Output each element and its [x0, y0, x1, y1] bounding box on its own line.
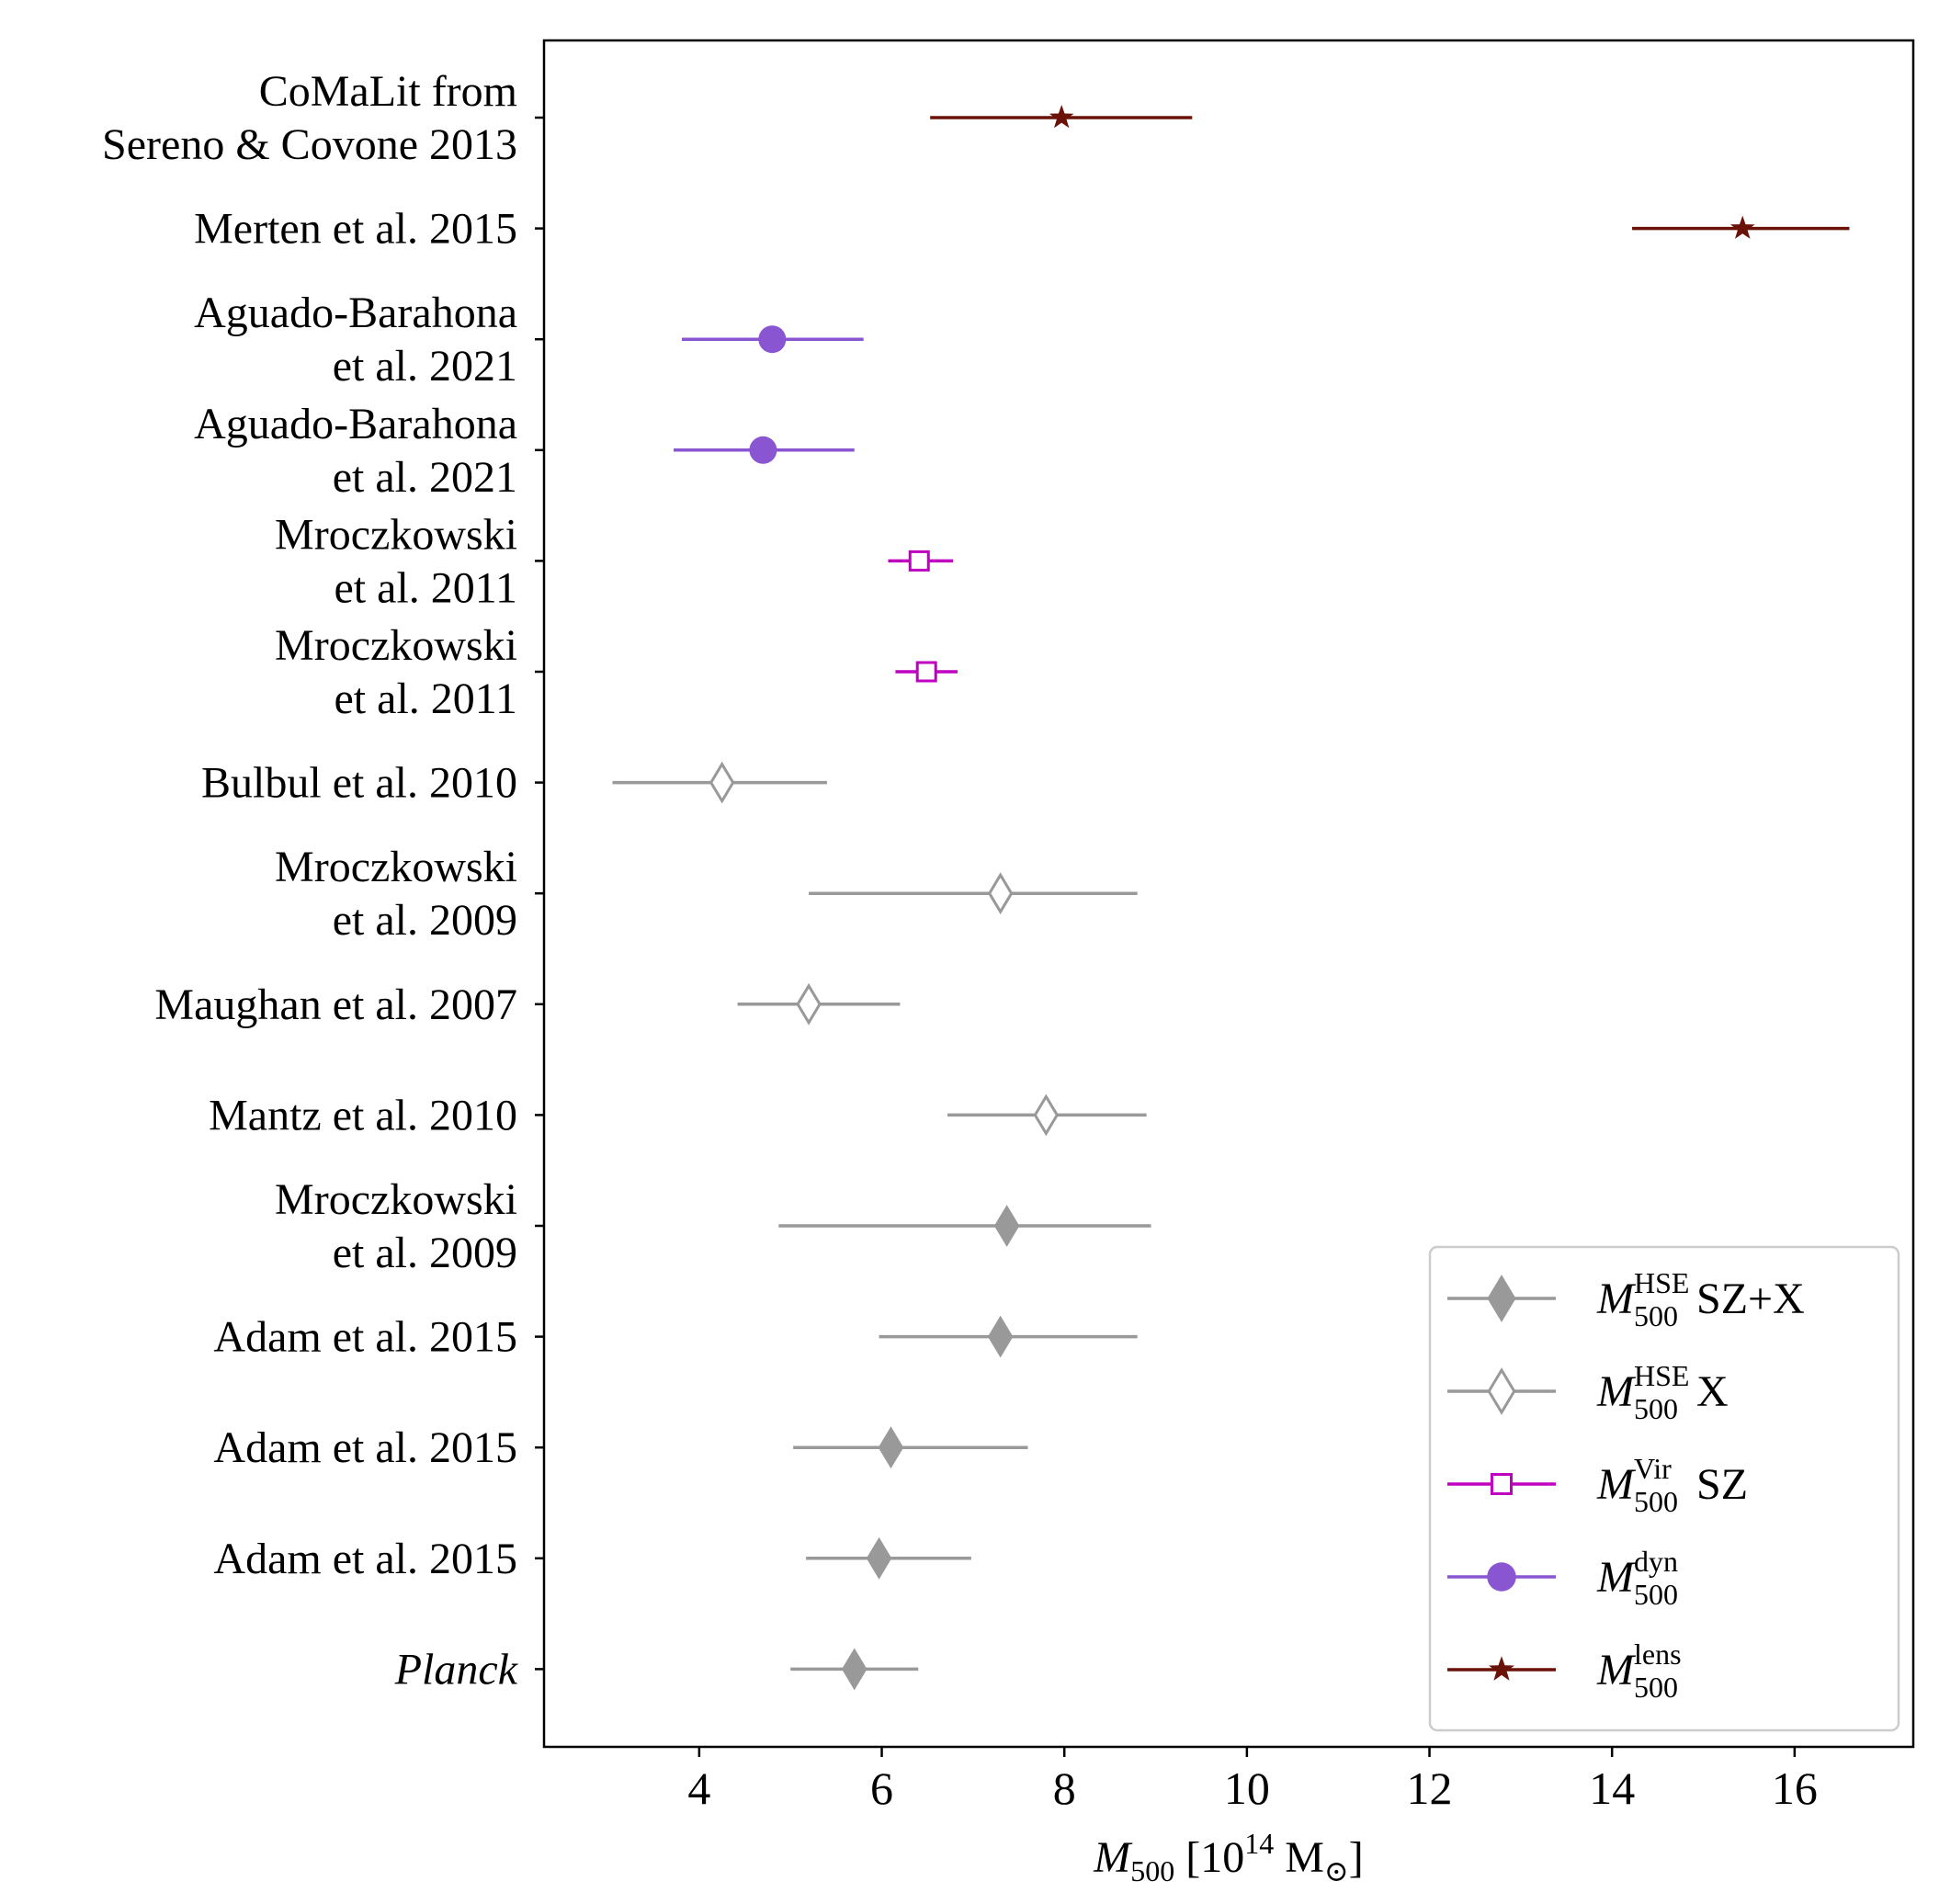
- y-tick-label: Aguado-Barahona: [194, 289, 517, 337]
- x-tick-label: 14: [1589, 1762, 1635, 1814]
- data-row: Mroczkowski et al. 2009: [275, 843, 1138, 945]
- data-point-marker: [993, 1205, 1020, 1247]
- data-point-marker: [796, 982, 822, 1026]
- data-row: Mroczkowski et al. 2009: [275, 1175, 1151, 1277]
- data-row: Adam et al. 2015: [213, 1535, 971, 1583]
- x-tick-label: 16: [1772, 1762, 1818, 1814]
- y-tick-label: Planck: [394, 1645, 519, 1694]
- data-row: Maughan et al. 2007: [154, 980, 901, 1029]
- legend-label: MHSE 500 X: [1596, 1359, 1729, 1425]
- data-point-marker: [749, 436, 777, 464]
- data-row: Adam et al. 2015: [213, 1423, 1028, 1472]
- legend-label: MVir 500 SZ: [1596, 1452, 1748, 1518]
- y-tick-label: Mantz et al. 2010: [209, 1091, 517, 1139]
- data-point-marker: [878, 1426, 904, 1469]
- y-tick-label: CoMaLit from: [259, 67, 517, 116]
- data-row: Aguado-Barahona et al. 2021: [194, 400, 855, 502]
- data-point-marker: [709, 761, 735, 804]
- y-tick-label: et al. 2021: [333, 342, 517, 391]
- legend-entry: MVir 500 SZ: [1447, 1452, 1748, 1518]
- x-tick-label: 8: [1053, 1762, 1076, 1814]
- y-tick-label: et al. 2009: [333, 1229, 517, 1277]
- y-tick-label: Adam et al. 2015: [213, 1423, 517, 1472]
- y-tick-label: Merten et al. 2015: [194, 205, 517, 254]
- data-row: Bulbul et al. 2010: [201, 759, 827, 808]
- y-tick-label: et al. 2011: [335, 674, 518, 723]
- y-tick-label: Mroczkowski: [275, 1175, 517, 1224]
- y-tick-label: Mroczkowski: [275, 843, 517, 891]
- data-row: Mantz et al. 2010: [209, 1091, 1147, 1139]
- y-tick-label: Maughan et al. 2007: [154, 980, 517, 1029]
- x-tick-label: 10: [1224, 1762, 1270, 1814]
- data-point-marker: [987, 872, 1014, 915]
- data-point-marker: [1049, 105, 1074, 129]
- data-point-marker: [908, 550, 930, 572]
- legend-entry: Mdyn 500: [1447, 1545, 1678, 1611]
- x-tick-label: 4: [687, 1762, 710, 1814]
- y-tick-label: Adam et al. 2015: [213, 1535, 517, 1583]
- legend-entry: MHSE 500 SZ+X: [1447, 1266, 1805, 1332]
- y-tick-label: Bulbul et al. 2010: [201, 759, 517, 808]
- y-tick-label: et al. 2011: [335, 563, 518, 612]
- x-axis-label: M500 [1014 M⊙]: [1093, 1827, 1363, 1887]
- legend-entry: Mlens 500: [1447, 1638, 1682, 1704]
- legend-label: Mlens 500: [1596, 1638, 1682, 1704]
- data-row: Planck: [394, 1645, 919, 1694]
- legend: MHSE 500 SZ+X MHSE 500 X MVir 500 SZ Mdyn 500 Mlens…: [1428, 1245, 1900, 1732]
- legend-label: MHSE 500 SZ+X: [1596, 1266, 1805, 1332]
- data-point-marker: [1033, 1094, 1060, 1137]
- y-tick-label: Mroczkowski: [275, 510, 517, 559]
- y-tick-label: et al. 2009: [333, 896, 517, 945]
- data-point-marker: [987, 1315, 1014, 1358]
- data-row: Aguado-Barahona et al. 2021: [194, 289, 864, 391]
- data-row: Adam et al. 2015: [213, 1313, 1138, 1362]
- x-tick-label: 6: [870, 1762, 893, 1814]
- y-tick-label: Mroczkowski: [275, 621, 517, 670]
- y-tick-label: Aguado-Barahona: [194, 400, 517, 448]
- y-tick-label: Adam et al. 2015: [213, 1313, 517, 1362]
- data-point-marker: [915, 661, 937, 683]
- y-tick-label: et al. 2021: [333, 453, 517, 502]
- data-point-marker: [866, 1536, 892, 1580]
- data-row: Merten et al. 2015: [194, 205, 1850, 254]
- legend-label: Mdyn 500: [1596, 1545, 1678, 1611]
- y-tick-label: Sereno & Covone 2013: [102, 120, 517, 169]
- data-point-marker: [1729, 215, 1755, 239]
- legend-entry: MHSE 500 X: [1447, 1359, 1729, 1425]
- data-point-marker: [758, 325, 787, 354]
- data-point-marker: [841, 1648, 867, 1691]
- x-tick-label: 12: [1407, 1762, 1453, 1814]
